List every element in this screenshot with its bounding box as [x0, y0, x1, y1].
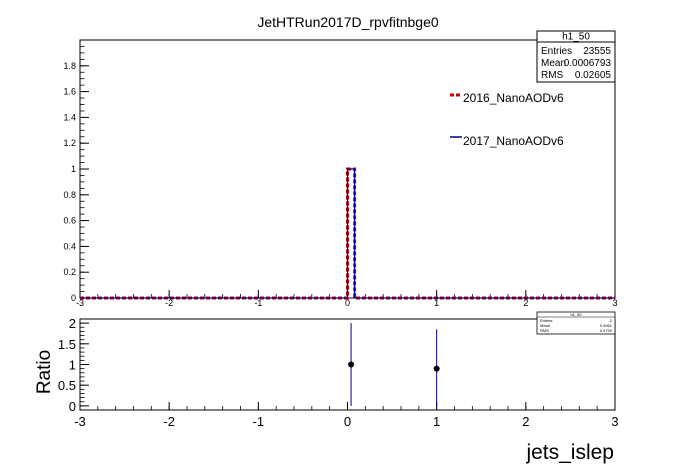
- ratio-stats-box: h1_50 Entries 2 Mean 0.4961 RMS 0.4750: [536, 311, 616, 335]
- ratio-y-axis-label: Ratio: [34, 350, 55, 394]
- ratio-x-tick-label: 3: [611, 414, 618, 429]
- stats-mean-label: Mean: [541, 58, 566, 69]
- ratio-x-tick-label: -3: [74, 414, 86, 429]
- x-tick-label: 1: [434, 298, 439, 308]
- ratio-stats-mean-value: 0.4961: [600, 323, 613, 328]
- ratio-point: [348, 361, 355, 368]
- ratio-x-tick-label: 0: [344, 414, 351, 429]
- stats-entries-label: Entries: [541, 46, 572, 57]
- ratio-y-tick-label: 2: [69, 316, 76, 331]
- ratio-point: [433, 365, 440, 372]
- y-tick-label: 0.6: [63, 216, 76, 226]
- stats-rms-label: RMS: [541, 70, 564, 81]
- legend-label-2016: 2016_NanoAODv6: [463, 91, 564, 105]
- x-tick-label: 2: [523, 298, 528, 308]
- ratio-x-tick-label: 2: [522, 414, 529, 429]
- ratio-y-tick-label: 1: [69, 358, 76, 373]
- legend-label-2017: 2017_NanoAODv6: [463, 134, 564, 148]
- x-tick-label: -1: [254, 298, 262, 308]
- chart-title: JetHTRun2017D_rpvfitnbge0: [257, 14, 439, 30]
- legend: 2016_NanoAODv6 2017_NanoAODv6: [450, 91, 564, 148]
- y-tick-label: 1: [71, 164, 76, 174]
- stats-box-name: h1_50: [562, 32, 590, 43]
- ratio-x-tick-label: 1: [433, 414, 440, 429]
- ratio-stats-entries-label: Entries: [540, 318, 552, 323]
- stats-rms-value: 0.02605: [575, 70, 612, 81]
- ratio-plot-frame: [79, 318, 616, 411]
- ratio-stats-rms-label: RMS: [540, 328, 549, 333]
- ratio-y-tick-label: 0.5: [58, 378, 76, 393]
- ratio-x-tick-label: -1: [253, 414, 265, 429]
- y-tick-label: 0.2: [63, 267, 76, 277]
- x-tick-label: -2: [165, 298, 173, 308]
- y-tick-label: 0: [71, 293, 76, 303]
- x-axis-label: jets_islep: [525, 441, 614, 464]
- y-tick-label: 1.4: [63, 112, 76, 122]
- x-tick-label: 0: [345, 298, 350, 308]
- y-tick-label: 0.4: [63, 241, 76, 251]
- x-tick-label: -3: [76, 298, 84, 308]
- y-tick-label: 0.8: [63, 190, 76, 200]
- stats-entries-value: 23555: [583, 46, 611, 57]
- main-histograms: [80, 167, 615, 300]
- ratio-stats-entries-value: 2: [610, 318, 613, 323]
- x-tick-label: 3: [612, 298, 617, 308]
- ratio-stats-mean-label: Mean: [540, 323, 550, 328]
- ratio-axes: 0 0.5 1 1.5 2 -3 -2 -1 0 1 2 3: [58, 316, 619, 429]
- ratio-stats-rms-value: 0.4750: [600, 328, 613, 333]
- ratio-points: [348, 323, 440, 406]
- ratio-x-tick-label: -2: [163, 414, 175, 429]
- y-tick-label: 1.6: [63, 87, 76, 97]
- ratio-stats-name: h1_50: [570, 312, 582, 317]
- y-tick-label: 1.8: [63, 61, 76, 71]
- ratio-y-tick-label: 1.5: [58, 337, 76, 352]
- stats-mean-value: 0.0006793: [564, 58, 612, 69]
- main-axes: 0 0.2 0.4 0.6 0.8 1 1.2 1.4 1.6 1.8 -3 -2 -1 0 1 2 3: [63, 39, 618, 308]
- y-tick-label: 1.2: [63, 138, 76, 148]
- histogram-2017_NanoAODv6: [80, 168, 615, 299]
- ratio-y-tick-label: 0: [69, 399, 76, 414]
- stats-box: h1_50 Entries 23555 Mean 0.0006793 RMS 0…: [536, 30, 616, 83]
